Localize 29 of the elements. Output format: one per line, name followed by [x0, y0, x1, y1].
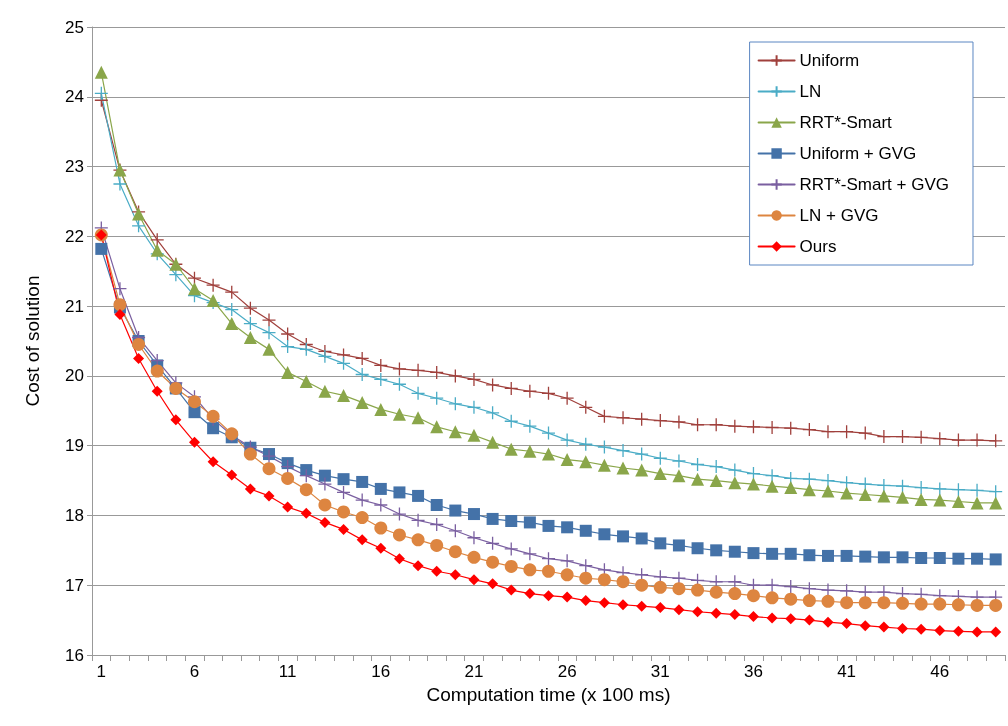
y-tick-label: 24	[65, 87, 84, 107]
x-axis-title: Computation time (x 100 ms)	[426, 684, 671, 705]
y-tick-label: 22	[65, 226, 84, 246]
y-tick-label: 19	[65, 436, 84, 456]
legend-label: Ours	[799, 237, 837, 256]
y-tick-label: 23	[65, 157, 84, 177]
x-tick-label: 41	[837, 662, 857, 681]
y-tick-label: 25	[65, 17, 84, 37]
y-tick-label: 16	[65, 645, 84, 665]
x-tick-label: 6	[189, 662, 200, 681]
x-tick-label: 21	[464, 662, 484, 681]
legend-label: RRT*-Smart + GVG	[799, 175, 949, 194]
legend-label: LN	[799, 82, 822, 101]
y-tick-label: 17	[65, 575, 84, 595]
y-tick-label: 18	[65, 505, 84, 525]
y-tick-label: 21	[65, 296, 84, 316]
x-tick-label: 1	[96, 662, 107, 681]
y-axis-title: Cost of solution	[22, 275, 43, 407]
legend-label: Uniform + GVG	[799, 144, 917, 163]
x-tick-label: 36	[744, 662, 763, 681]
legend-label: RRT*-Smart	[799, 113, 893, 132]
x-tick-label: 16	[371, 662, 391, 681]
legend-label: Uniform	[799, 51, 860, 70]
legend-label: LN + GVG	[799, 206, 879, 225]
x-tick-label: 46	[930, 662, 950, 681]
x-tick-label: 26	[557, 662, 577, 681]
x-tick-label: 31	[650, 662, 670, 681]
x-tick-label: 11	[278, 662, 297, 681]
y-tick-label: 20	[65, 366, 84, 386]
